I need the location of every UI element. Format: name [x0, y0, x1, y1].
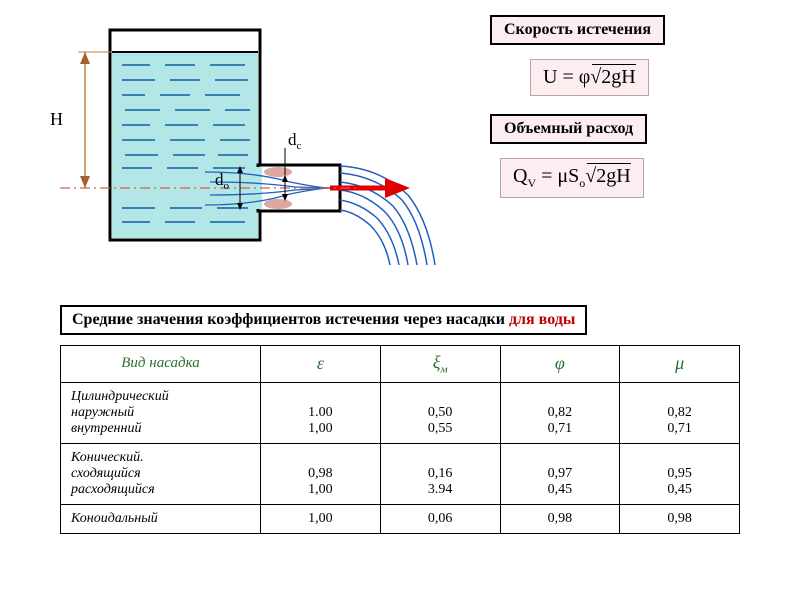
- table-cell: 0,98: [620, 504, 740, 533]
- table-cell: 0,950,45: [620, 443, 740, 504]
- diagram-svg: H dc do: [30, 10, 450, 280]
- table-cell: 0,981,00: [261, 443, 381, 504]
- table-cell: 0,500,55: [380, 382, 500, 443]
- flow-formula: QV = μSo√2gH: [500, 158, 644, 198]
- table-cell: 1.001,00: [261, 382, 381, 443]
- table-row-name: Цилиндрическийнаружныйвнутренний: [61, 382, 261, 443]
- table-cell: 0,98: [500, 504, 620, 533]
- th-mu: μ: [620, 346, 740, 383]
- table-title: Средние значения коэффициентов истечения…: [60, 305, 587, 335]
- th-xi: ξм: [380, 346, 500, 383]
- table-cell: 1,00: [261, 504, 381, 533]
- table-row-name: Конический.сходящийсярасходящийся: [61, 443, 261, 504]
- table-cell: 0,820,71: [500, 382, 620, 443]
- table-row-name: Коноидальный: [61, 504, 261, 533]
- th-phi: φ: [500, 346, 620, 383]
- table-cell: 0,163.94: [380, 443, 500, 504]
- flow-title-box: Объемный расход: [490, 114, 647, 144]
- table-title-red: для воды: [509, 311, 575, 328]
- table-cell: 0,820,71: [620, 382, 740, 443]
- table-cell: 0,970,45: [500, 443, 620, 504]
- table-title-black: Средние значения коэффициентов истечения…: [72, 311, 509, 328]
- label-H: H: [50, 109, 63, 129]
- coefficients-table: Вид насадка ε ξм φ μ Цилиндрическийнаруж…: [60, 345, 740, 534]
- velocity-formula: U = φ√2gH: [530, 59, 649, 96]
- table-cell: 0,06: [380, 504, 500, 533]
- hydraulic-diagram: H dc do: [30, 10, 450, 280]
- th-eps: ε: [261, 346, 381, 383]
- label-dc: dc: [288, 130, 302, 152]
- th-type: Вид насадка: [61, 346, 261, 383]
- velocity-title-box: Скорость истечения: [490, 15, 665, 45]
